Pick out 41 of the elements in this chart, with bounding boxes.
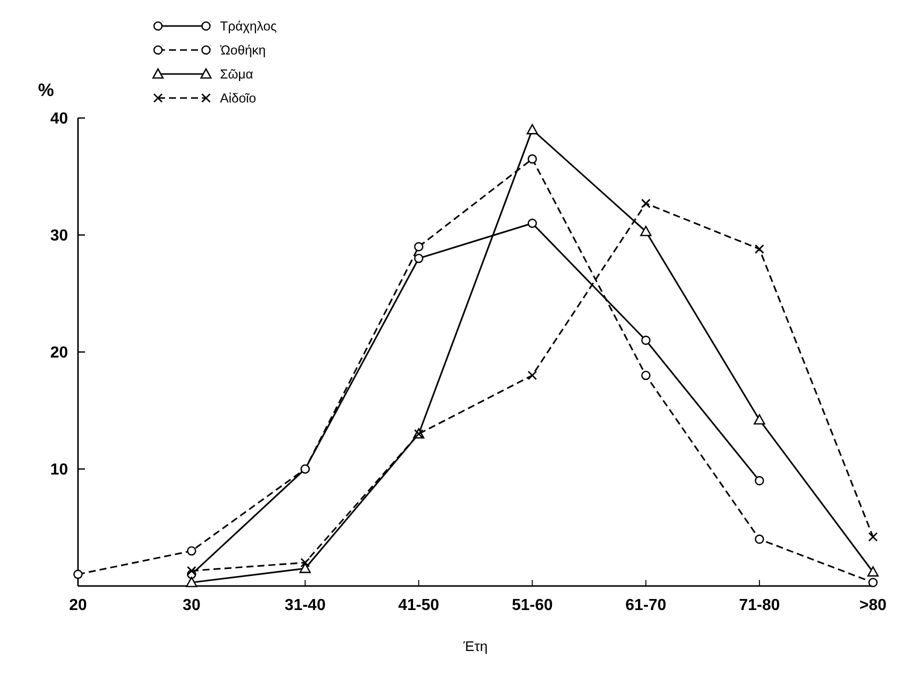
point xyxy=(414,254,424,264)
point xyxy=(528,154,537,164)
point xyxy=(754,244,764,254)
point xyxy=(754,476,764,486)
point xyxy=(526,124,538,134)
point xyxy=(414,242,424,252)
x-tick-label: 31-40 xyxy=(284,597,326,614)
legend-label: Ὠοθήκη xyxy=(220,42,266,58)
y-tick-label: 20 xyxy=(50,344,68,362)
point xyxy=(754,414,766,425)
x-tick-label: 61-70 xyxy=(625,597,666,614)
point xyxy=(754,534,764,544)
x-tick-label: 51-60 xyxy=(512,597,553,614)
point xyxy=(300,558,310,568)
x-tick-label: 71-80 xyxy=(738,597,780,614)
point xyxy=(528,370,538,380)
y-tick-label: 10 xyxy=(50,462,68,479)
point xyxy=(186,566,196,576)
x-tick-label: >80 xyxy=(859,597,887,614)
x-tick-label: 30 xyxy=(182,597,201,614)
y-axis-title: % xyxy=(38,80,54,100)
point xyxy=(186,576,198,588)
x-tick-label: 20 xyxy=(69,597,87,614)
x-axis-title: Έτη xyxy=(462,638,488,654)
legend-label: Σῶμα xyxy=(220,66,254,82)
point xyxy=(641,370,651,380)
y-tick-label: 40 xyxy=(50,110,68,128)
point xyxy=(528,218,537,228)
point xyxy=(868,532,878,542)
legend-label: Τράχηλος xyxy=(220,18,277,34)
point xyxy=(73,570,83,579)
point xyxy=(299,562,311,574)
point xyxy=(640,226,652,236)
point xyxy=(641,198,651,208)
legend-label: Αἰδοῖο xyxy=(220,90,256,106)
point xyxy=(641,336,651,345)
point xyxy=(867,566,879,577)
x-tick-label: 41-50 xyxy=(398,597,440,614)
point xyxy=(868,578,878,588)
point xyxy=(186,546,196,556)
y-tick-label: 30 xyxy=(50,228,68,245)
